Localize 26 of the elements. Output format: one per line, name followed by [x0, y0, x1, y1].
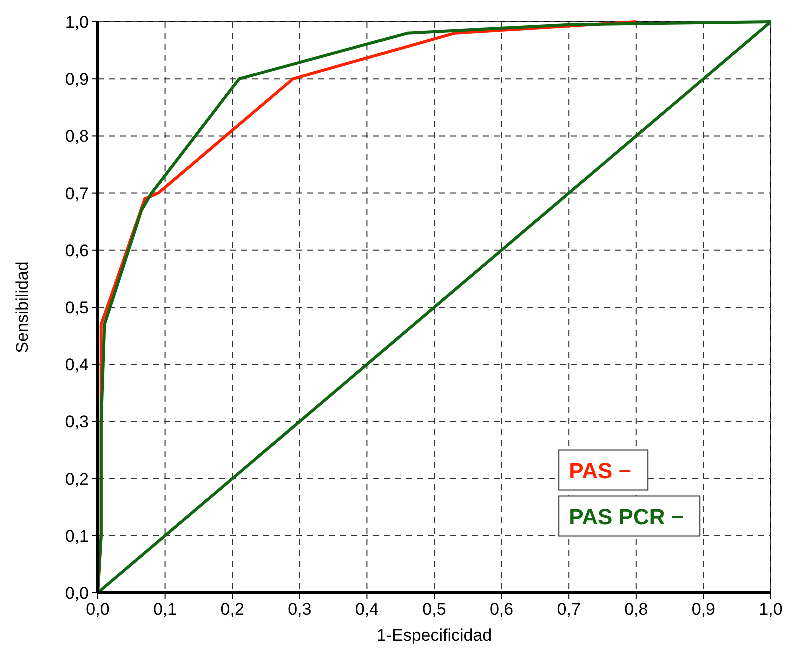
x-tick-label: 0,7 [557, 600, 581, 619]
y-tick-label: 0,0 [65, 584, 89, 603]
y-tick-label: 0,4 [65, 356, 89, 375]
y-tick-label: 0,7 [65, 184, 89, 204]
y-tick-label: 0,1 [65, 526, 89, 546]
y-tick-label: 0,9 [65, 70, 89, 90]
text: PAS PCR − [569, 504, 684, 530]
y-tick-label: 0,6 [65, 241, 89, 260]
y-tick-label: 0,5 [65, 298, 89, 318]
x-tick-label: 0,4 [355, 600, 380, 619]
x-tick-label: 1,0 [759, 600, 783, 619]
y-tick-label: 0,8 [65, 127, 89, 146]
x-tick-label: 0,2 [220, 600, 244, 619]
text: PAS − [569, 458, 632, 484]
x-tick-label: 0,9 [692, 600, 716, 619]
y-tick-label: 0,3 [65, 412, 89, 432]
x-tick-label: 0,3 [288, 600, 312, 619]
x-axis-title: 1-Especificidad [376, 626, 492, 645]
y-axis-title: Sensibilidad [13, 262, 32, 354]
y-tick-label: 0,2 [65, 470, 89, 489]
y-tick-label: 1,0 [65, 13, 89, 32]
x-tick-label: 0,5 [422, 600, 446, 619]
x-tick-label: 0,6 [490, 600, 514, 619]
x-tick-label: 0,8 [624, 600, 648, 619]
x-tick-label: 0,0 [86, 600, 110, 619]
x-tick-label: 0,1 [153, 600, 178, 619]
